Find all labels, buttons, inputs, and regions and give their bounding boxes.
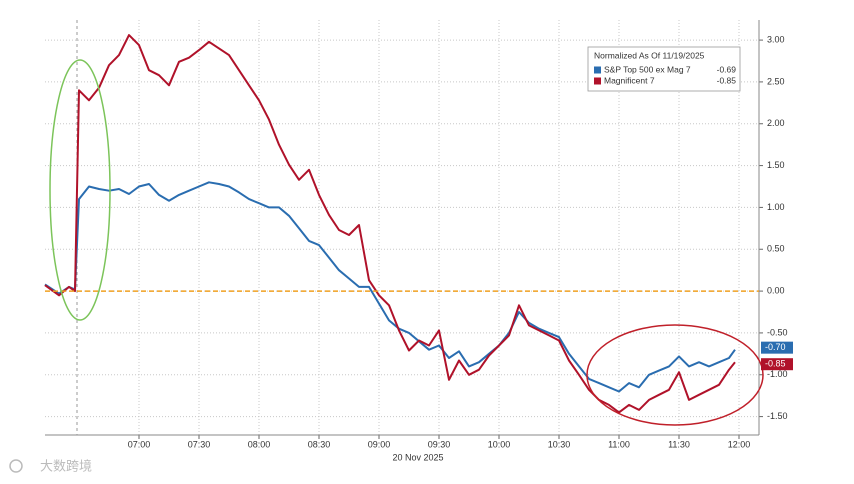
end-label-box <box>761 358 793 371</box>
y-tick-label: -0.50 <box>767 327 788 337</box>
x-tick-label: 10:30 <box>548 439 571 449</box>
end-label-box <box>761 341 793 354</box>
highlight-ellipse <box>49 59 111 321</box>
y-tick-label: 0.00 <box>767 285 785 295</box>
legend-swatch <box>594 66 601 74</box>
watermark-icon <box>9 459 23 473</box>
y-tick-label: -1.50 <box>767 411 788 421</box>
x-tick-label: 12:00 <box>728 439 751 449</box>
legend-swatch <box>594 77 601 85</box>
legend-value: -0.69 <box>717 64 737 74</box>
x-tick-label: 09:00 <box>368 439 391 449</box>
plot-area: 3.00 2.50 2.00 1.50 1.00 0.50 0.00 -0.50 -1.00 -1… <box>44 20 788 449</box>
x-tick-label: 08:30 <box>308 439 331 449</box>
x-axis-label: 20 Nov 2025 <box>392 452 443 462</box>
y-tick-label: 2.50 <box>767 76 785 86</box>
legend-box <box>587 46 741 92</box>
y-tick-label: 1.50 <box>767 160 785 170</box>
y-tick-label: 2.00 <box>767 118 785 128</box>
legend-title: Normalized As Of 11/19/2025 <box>594 50 705 60</box>
legend-label: S&P Top 500 ex Mag 7 <box>604 64 691 74</box>
series-line <box>44 34 736 414</box>
legend-value: -0.85 <box>717 75 737 85</box>
x-tick-label: 07:00 <box>128 439 151 449</box>
x-tick-label: 10:00 <box>488 439 511 449</box>
highlight-ellipse <box>586 324 764 426</box>
end-label: -0.85 <box>765 359 786 369</box>
y-tick-label: 1.00 <box>767 202 785 212</box>
y-tick-label: -1.00 <box>767 369 788 379</box>
x-tick-label: 07:30 <box>188 439 211 449</box>
x-tick-label: 09:30 <box>428 439 451 449</box>
watermark: 大数跨境 <box>40 458 92 473</box>
y-tick-label: 3.00 <box>767 34 785 44</box>
y-tick-label: 0.50 <box>767 244 785 254</box>
x-tick-label: 11:00 <box>608 439 630 449</box>
legend-label: Magnificent 7 <box>604 75 655 85</box>
series-line <box>44 181 736 393</box>
end-label: -0.70 <box>765 342 786 352</box>
x-tick-label: 11:30 <box>668 439 690 449</box>
x-tick-label: 08:00 <box>248 439 271 449</box>
